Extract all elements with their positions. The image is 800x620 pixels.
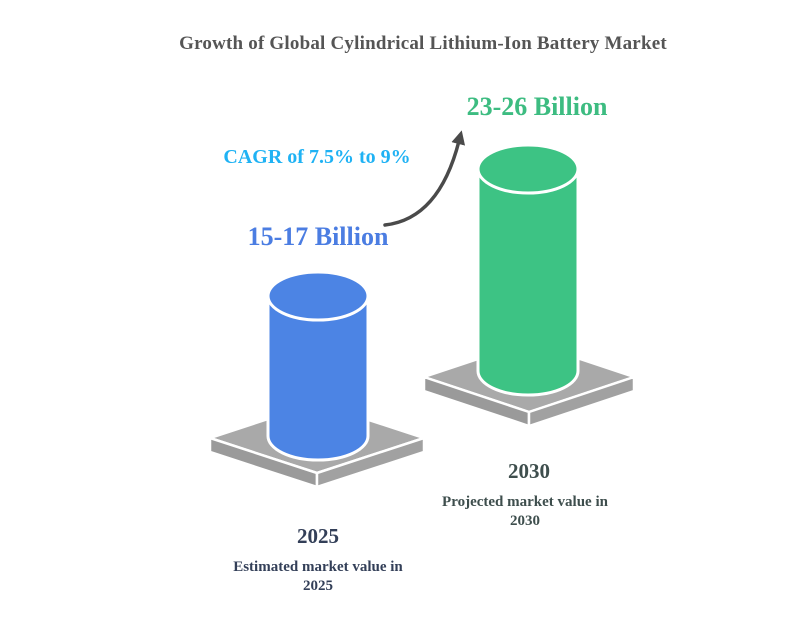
bar-2030-cylinder-top [476, 143, 580, 195]
pedestal-2025-right-face [315, 436, 426, 489]
caption-2030-line1: Projected market value in [442, 494, 608, 510]
bar-2030-cylinder [476, 143, 580, 397]
bar-2025-cylinder-body [266, 296, 370, 462]
value-label-2025: 15-17 Billion [247, 222, 389, 251]
cagr-annotation: CAGR of 7.5% to 9% [223, 146, 411, 168]
caption-2025-line1: Estimated market value in [233, 559, 403, 575]
chart-title: Growth of Global Cylindrical Lithium-Ion… [179, 33, 667, 54]
bar-2025-cylinder-top [266, 270, 370, 322]
caption-2030: Projected market value in 2030 [365, 493, 685, 531]
year-label-2030: 2030 [508, 459, 550, 483]
caption-2025: Estimated market value in 2025 [158, 558, 478, 596]
pedestal-2030-right-face [527, 375, 636, 428]
caption-2030-line2: 2030 [510, 513, 540, 529]
year-label-2025: 2025 [297, 524, 339, 548]
bar-2025-cylinder [266, 270, 370, 462]
caption-2025-line2: 2025 [303, 578, 333, 594]
growth-arrow [383, 130, 466, 227]
value-label-2030: 23-26 Billion [466, 92, 608, 121]
bar-2030-cylinder-body [476, 169, 580, 397]
